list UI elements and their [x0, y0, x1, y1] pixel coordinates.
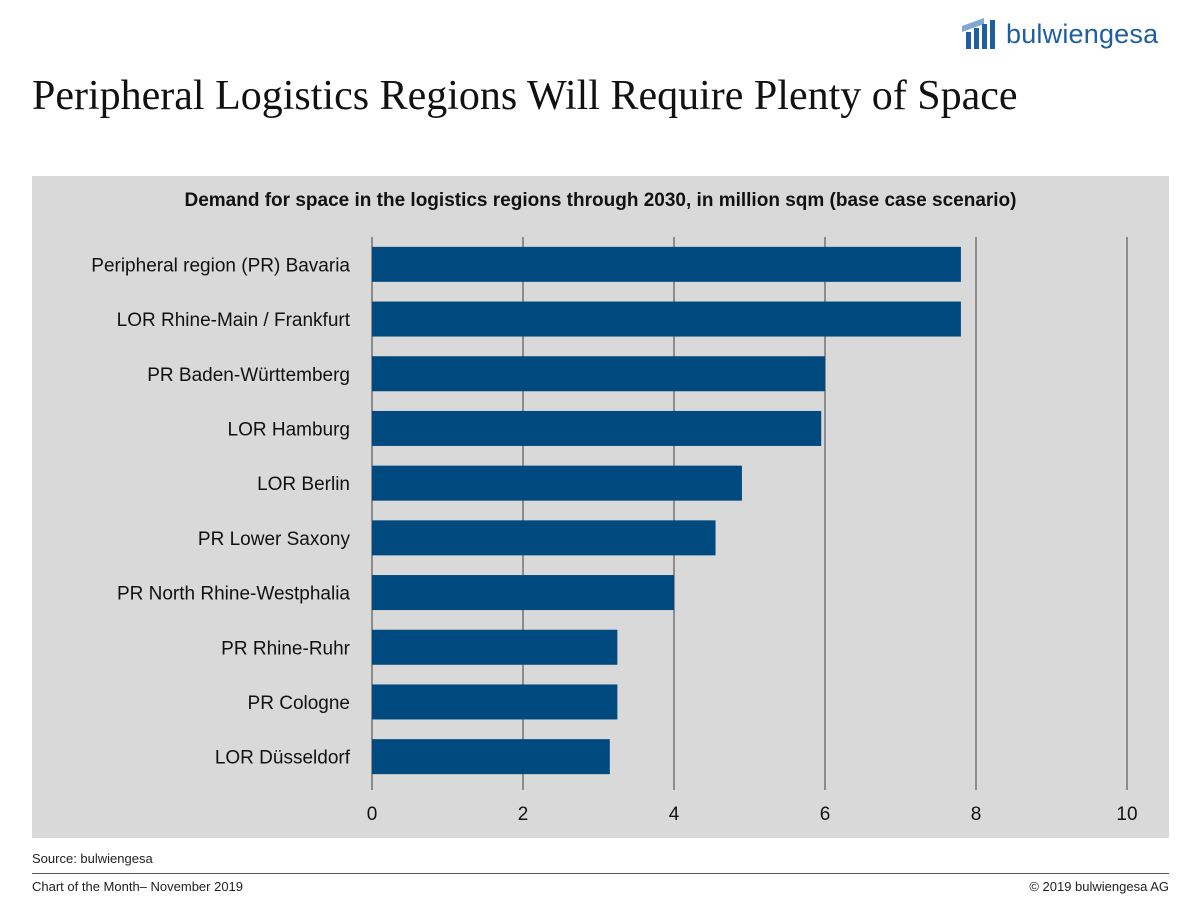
category-label: PR Rhine-Ruhr — [221, 638, 350, 659]
category-label: Peripheral region (PR) Bavaria — [91, 255, 350, 276]
bar — [372, 684, 618, 720]
footer-right-text: © 2019 bulwiengesa AG — [1029, 879, 1169, 894]
category-label: PR Lower Saxony — [198, 529, 351, 550]
logo-mark-icon — [962, 18, 995, 49]
footer-divider — [32, 873, 1169, 874]
bar — [372, 575, 674, 611]
x-tick-label: 0 — [367, 804, 378, 825]
bar — [372, 246, 961, 282]
category-label: PR Cologne — [248, 693, 350, 714]
category-label: LOR Hamburg — [228, 419, 351, 440]
brand-name: bulwiengesa — [1006, 18, 1159, 49]
bar — [372, 356, 825, 392]
bar — [372, 410, 822, 446]
bar-chart: 0 2 4 6 8 10 Peripheral region (PR) Bavaria LOR… — [91, 237, 1138, 825]
x-tick-label: 2 — [518, 804, 529, 825]
category-label: LOR Berlin — [257, 474, 350, 495]
bar — [372, 301, 961, 337]
category-label: LOR Rhine-Main / Frankfurt — [117, 310, 351, 331]
bar — [372, 520, 716, 556]
x-tick-label: 10 — [1116, 804, 1137, 825]
source-note: Source: bulwiengesa — [32, 851, 153, 866]
bar — [372, 629, 618, 665]
bar — [372, 739, 610, 775]
x-tick-label: 8 — [971, 804, 982, 825]
page-title: Peripheral Logistics Regions Will Requir… — [32, 73, 1018, 119]
footer-left-text: Chart of the Month– November 2019 — [32, 879, 244, 894]
category-label: LOR Düsseldorf — [215, 748, 351, 769]
chart-panel: Demand for space in the logistics region… — [32, 176, 1169, 838]
x-tick-label: 6 — [820, 804, 831, 825]
category-label: PR North Rhine-Westphalia — [117, 584, 350, 605]
chart-title: Demand for space in the logistics region… — [184, 190, 1017, 211]
x-tick-label: 4 — [669, 804, 680, 825]
brand-logo: bulwiengesa — [960, 12, 1158, 56]
category-label: PR Baden-Württemberg — [147, 365, 350, 386]
bar — [372, 465, 742, 501]
